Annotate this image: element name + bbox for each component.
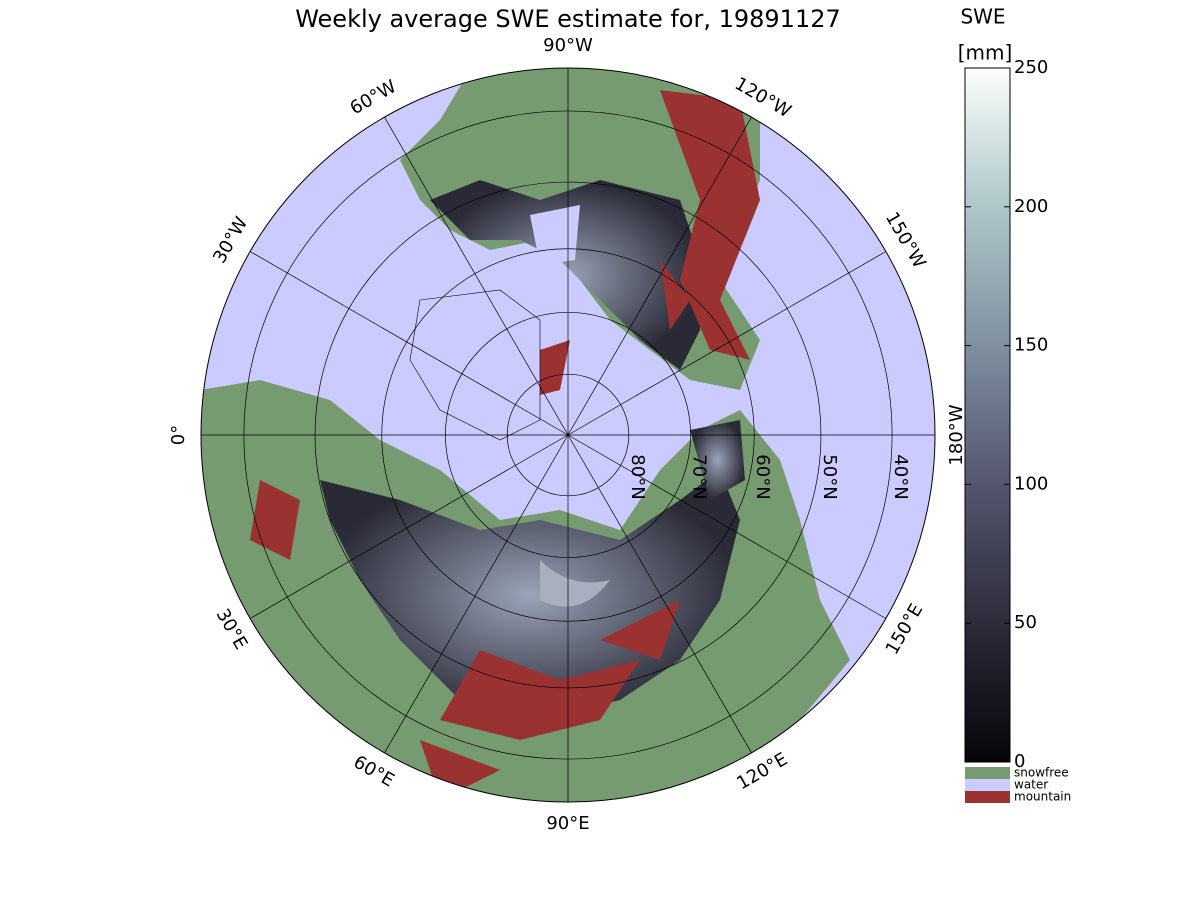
legend-label: snowfree (1014, 766, 1069, 780)
meridian (384, 116, 569, 436)
mountain-eurasia (220, 480, 680, 800)
colorbar-title: SWE (960, 5, 1005, 29)
latitude-label: 80°N (627, 454, 648, 499)
meridian (567, 116, 752, 436)
land (201, 68, 850, 802)
snow-america (430, 180, 700, 370)
colorbar-tick-label: 200 (1014, 196, 1048, 217)
legend-swatch (965, 767, 1010, 779)
longitude-label: 30°E (212, 605, 252, 653)
map: 80°N 70°N 60°N 50°N 40°N90°W60°W30°W0°30°E60… (168, 35, 967, 834)
colorbar-tick-label: 0 (1014, 751, 1025, 772)
hudson-bay (530, 205, 580, 265)
legend-label: water (1014, 778, 1048, 792)
colorbar: SWE [mm] 0 50 100 150 200 250 snowfreewatermou… (958, 5, 1072, 804)
legend-swatch (965, 779, 1010, 791)
colorbar-unit: [mm] (958, 41, 1013, 65)
longitude-label: 180°W (946, 404, 967, 465)
greenland-edge (540, 340, 570, 395)
longitude-label: 90°E (546, 813, 589, 834)
longitude-label: 90°W (543, 35, 593, 56)
greenland (409, 289, 541, 441)
legend-swatch (965, 791, 1010, 803)
kamchatka (690, 420, 745, 500)
longitude-label: 0° (168, 425, 189, 445)
latitude-label: 50°N (819, 454, 840, 499)
colorbar-tick-label: 250 (1014, 57, 1048, 78)
snow-eurasia (320, 470, 740, 720)
longitude-label: 60°E (350, 752, 398, 792)
map-frame (200, 67, 936, 803)
colorbar-tick-label: 50 (1014, 612, 1037, 633)
meridian (567, 434, 887, 619)
graticule (201, 68, 935, 802)
colorbar-tick-label: 100 (1014, 473, 1048, 494)
latitude-label: 40°N (890, 454, 911, 499)
title: Weekly average SWE estimate for, 1989112… (295, 5, 841, 33)
meridian (384, 434, 569, 754)
meridian (249, 251, 569, 436)
latitude-label: 60°N (752, 454, 773, 499)
meridian (567, 251, 887, 436)
meridian (249, 434, 569, 619)
snow-peak (540, 560, 610, 607)
colorbar-tick-label: 150 (1014, 335, 1048, 356)
legend-label: mountain (1014, 790, 1071, 804)
latitude-label: 70°N (689, 454, 710, 499)
meridian (567, 434, 752, 754)
colorbar-scale (964, 67, 1011, 763)
